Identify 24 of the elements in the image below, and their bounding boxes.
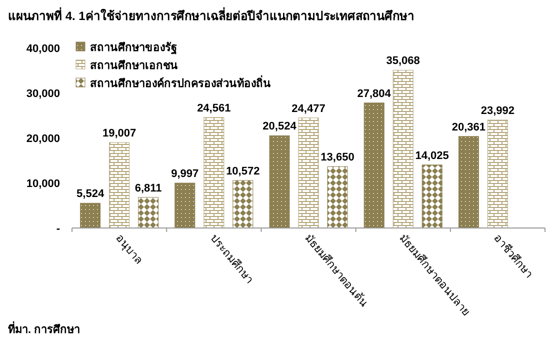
y-tick-label: 40,000	[26, 43, 60, 55]
data-label: 23,992	[480, 105, 515, 118]
y-tick-label: -	[56, 223, 60, 235]
data-label: 20,361	[452, 121, 486, 134]
y-tick-label: 20,000	[26, 133, 60, 145]
legend-label: สถานศึกษาของรัฐ	[90, 41, 177, 55]
data-label: 13,650	[320, 152, 354, 164]
chart-title: แผนภาพที่ 4. 1ค่าใช้จ่ายทางการศึกษาเฉลี่ยต่อปีจำแนกตามประเทศสถานศึกษา	[8, 7, 414, 23]
legend-label: สถานศึกษาองค์กรปกครองส่วนท้องถิ่น	[90, 75, 271, 90]
data-label: 14,025	[415, 150, 449, 162]
data-label: 27,804	[357, 88, 392, 100]
data-label: 24,477	[292, 102, 326, 115]
legend-label: สถานศึกษาเอกชน	[90, 59, 178, 72]
data-label: 10,572	[226, 165, 260, 178]
y-tick-label: 10,000	[26, 178, 60, 190]
data-label: 6,811	[134, 182, 162, 194]
y-tick-label: 30,000	[26, 88, 60, 100]
data-label: 20,524	[262, 120, 298, 133]
data-label: 24,561	[197, 102, 231, 114]
text: ที่มา. การศึกษา	[8, 321, 80, 336]
data-label: 19,007	[102, 127, 136, 140]
data-label: 5,524	[76, 188, 105, 200]
data-label: 9,997	[171, 168, 199, 180]
data-label: 35,068	[386, 55, 420, 68]
